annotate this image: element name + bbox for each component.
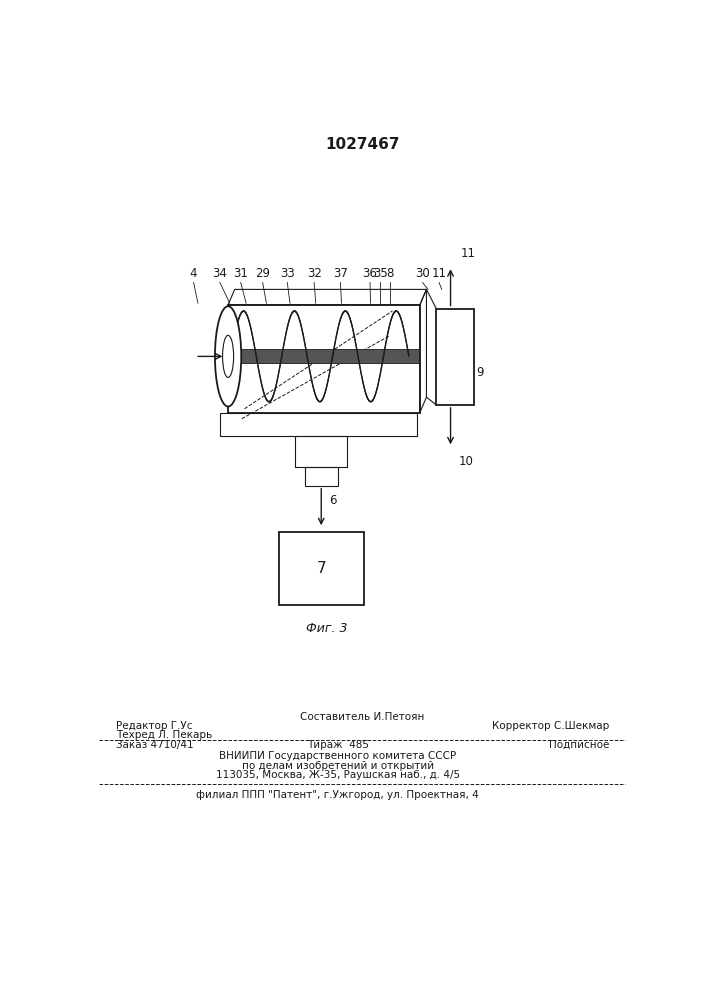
Text: Фиг. 3: Фиг. 3	[306, 622, 347, 635]
Text: 113035, Москва, Ж-35, Раушская наб., д. 4/5: 113035, Москва, Ж-35, Раушская наб., д. …	[216, 770, 460, 780]
Text: 6: 6	[329, 494, 337, 507]
Text: ВНИИПИ Государственного комитета СССР: ВНИИПИ Государственного комитета СССР	[219, 751, 456, 761]
Text: 30: 30	[415, 267, 430, 280]
Text: Подписное: Подписное	[549, 740, 609, 750]
Text: 4: 4	[189, 267, 197, 280]
Bar	[279, 532, 363, 605]
Ellipse shape	[215, 306, 241, 407]
Text: 37: 37	[333, 267, 348, 280]
Text: филиал ППП "Патент", г.Ужгород, ул. Проектная, 4: филиал ППП "Патент", г.Ужгород, ул. Прое…	[197, 790, 479, 800]
Text: 11: 11	[431, 267, 447, 280]
Text: 35: 35	[373, 267, 388, 280]
Text: Редактор Г.Ус: Редактор Г.Ус	[116, 721, 192, 731]
Text: по делам изобретений и открытий: по делам изобретений и открытий	[242, 761, 433, 771]
Text: 7: 7	[317, 561, 326, 576]
Text: 29: 29	[255, 267, 270, 280]
Text: 10: 10	[458, 455, 473, 468]
Text: Техред Л. Пекарь: Техред Л. Пекарь	[116, 730, 212, 740]
Bar	[229, 349, 419, 363]
Text: Составитель И.Петоян: Составитель И.Петоян	[300, 712, 424, 722]
Bar	[220, 413, 417, 436]
Text: Корректор С.Шекмар: Корректор С.Шекмар	[491, 721, 609, 731]
Text: 1027467: 1027467	[325, 137, 399, 152]
Text: 31: 31	[233, 267, 248, 280]
Text: 33: 33	[280, 267, 295, 280]
Text: 11: 11	[461, 247, 476, 260]
Text: 34: 34	[212, 267, 228, 280]
Text: Тираж  485: Тираж 485	[307, 740, 368, 750]
Text: 9: 9	[476, 366, 484, 379]
Bar	[228, 305, 420, 413]
Bar	[305, 467, 338, 486]
Text: Заказ 4710/41: Заказ 4710/41	[116, 740, 194, 750]
Bar	[296, 436, 347, 467]
Text: 8: 8	[386, 267, 393, 280]
Bar	[436, 309, 474, 405]
Text: 32: 32	[307, 267, 322, 280]
Text: 36: 36	[363, 267, 378, 280]
